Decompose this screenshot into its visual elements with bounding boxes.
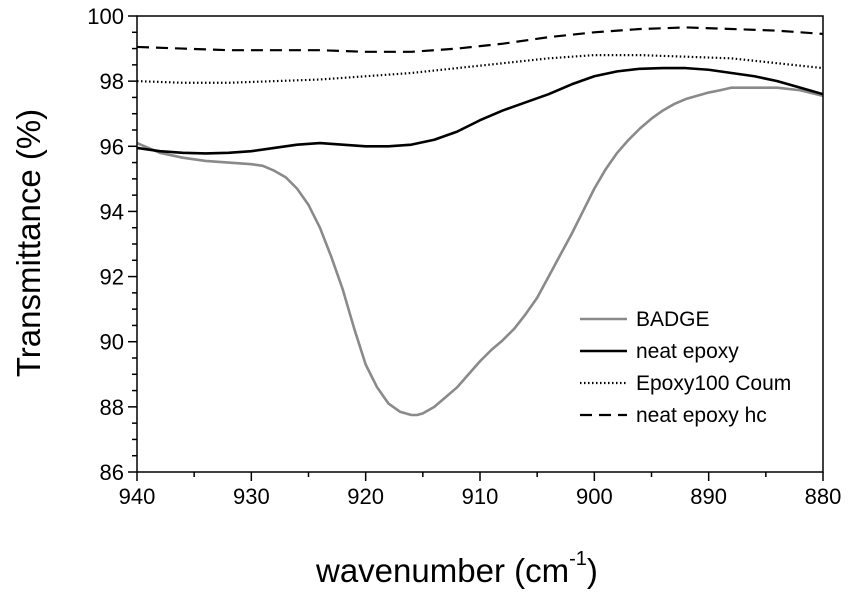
x-tick-label: 920 — [347, 484, 384, 509]
y-axis-ticks: 86 88 90 92 94 96 98 100 — [87, 4, 137, 485]
y-tick-label: 86 — [100, 460, 124, 485]
y-tick-label: 92 — [100, 265, 124, 290]
x-axis-title: wavenumber (cm-1) — [315, 548, 598, 589]
y-tick-label: 90 — [100, 330, 124, 355]
x-axis-title-superscript: -1 — [569, 548, 587, 570]
legend-label: neat epoxy hc — [636, 404, 767, 427]
legend-label: neat epoxy — [636, 340, 739, 363]
legend-label: Epoxy100 Coum — [636, 372, 791, 395]
x-axis-ticks: 940 930 920 910 900 890 880 — [119, 472, 842, 509]
legend: BADGE neat epoxy Epoxy100 Coum neat epoxy h… — [580, 308, 791, 427]
x-tick-label: 910 — [462, 484, 499, 509]
series-line-badge — [137, 86, 823, 417]
x-tick-label: 890 — [690, 484, 727, 509]
y-tick-label: 96 — [100, 134, 124, 159]
x-tick-label: 900 — [576, 484, 613, 509]
series-layer — [137, 26, 823, 417]
y-tick-label: 88 — [100, 395, 124, 420]
y-tick-label: 98 — [100, 69, 124, 94]
x-tick-label: 940 — [119, 484, 156, 509]
y-tick-label: 100 — [87, 4, 124, 29]
x-axis-title-close: ) — [587, 552, 598, 589]
series-line-neat-epoxy-hc — [137, 26, 823, 53]
x-tick-label: 930 — [233, 484, 270, 509]
y-axis-title: Transmittance (%) — [10, 109, 47, 377]
legend-label: BADGE — [636, 308, 710, 331]
x-axis-title-text: wavenumber (cm — [315, 552, 569, 589]
x-tick-label: 880 — [805, 484, 842, 509]
y-tick-label: 94 — [100, 199, 124, 224]
series-line-neat-epoxy — [137, 66, 823, 155]
series-line-epoxy100-coum — [137, 53, 823, 84]
